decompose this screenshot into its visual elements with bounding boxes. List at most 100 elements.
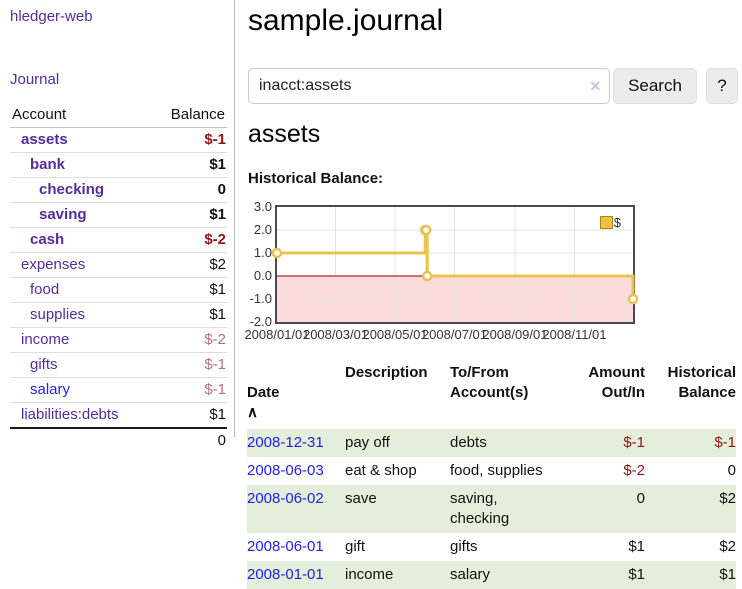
account-balance: $1	[209, 281, 226, 298]
transaction-balance: 0	[727, 462, 736, 479]
search-input[interactable]	[248, 68, 610, 104]
account-row: checking 0	[10, 178, 227, 203]
legend-label: $	[613, 215, 621, 230]
register-row: 2008-06-02 save saving, checking 0 $2	[247, 485, 736, 533]
register-row: 2008-12-31 pay off debts $-1 $-1	[247, 429, 736, 457]
accounts-rows: assets $-1 bank $1 checking 0 saving $1 cash $-2 e…	[10, 128, 227, 427]
y-axis-tick-label: -1.0	[249, 291, 272, 306]
transaction-accounts: salary	[450, 566, 491, 583]
legend-swatch-icon	[599, 216, 613, 229]
account-row: saving $1	[10, 203, 227, 228]
account-balance: $-1	[204, 381, 226, 398]
register-row: 2008-06-01 gift gifts $1 $2	[247, 533, 736, 561]
clear-search-icon[interactable]: ×	[590, 76, 601, 96]
register-row: 2008-01-01 income salary $1 $1	[247, 561, 736, 589]
account-link[interactable]: assets	[21, 131, 68, 148]
transaction-amount: 0	[636, 490, 645, 507]
account-balance: $-2	[204, 231, 226, 248]
search-button[interactable]: Search	[613, 68, 697, 104]
transaction-amount: $-1	[623, 434, 645, 451]
x-axis-tick-label: 2008/11/01	[542, 327, 607, 342]
account-balance: $1	[209, 406, 226, 423]
historical-balance-chart: $ 3.0 2.0 1.0 0.0 -1.0 -2.0 2008/01/01 2008/03/…	[240, 199, 680, 347]
account-link[interactable]: food	[30, 281, 60, 298]
transaction-balance: $-1	[714, 434, 736, 451]
transaction-date-link[interactable]: 2008-01-01	[247, 566, 324, 583]
chart-canvas	[271, 207, 639, 322]
date-header-label: Date	[247, 384, 280, 401]
balance-column-header: Balance	[170, 106, 225, 123]
transaction-date-link[interactable]: 2008-06-01	[247, 538, 324, 555]
date-column-header[interactable]: Date ∧	[247, 361, 345, 429]
x-axis-tick-label: 2008/07/01	[421, 327, 488, 342]
transaction-description: eat & shop	[345, 462, 417, 479]
page-title: sample.journal	[248, 4, 444, 37]
account-row: supplies $1	[10, 303, 227, 328]
account-page-title: assets	[248, 120, 321, 148]
x-axis-tick-label: 2008/05/01	[362, 327, 428, 342]
sidebar-item-journal[interactable]: Journal	[10, 71, 60, 88]
sidebar-divider	[234, 0, 235, 437]
y-axis-tick-label: 2.0	[253, 222, 272, 237]
chart-legend: $	[599, 215, 621, 230]
account-link[interactable]: cash	[30, 231, 65, 248]
account-link[interactable]: liabilities:debts	[21, 406, 119, 423]
transaction-amount: $1	[628, 566, 645, 583]
help-button[interactable]: ?	[706, 68, 738, 104]
chart-plot-area: $	[271, 205, 639, 324]
transaction-accounts: saving, checking	[450, 490, 510, 527]
transaction-accounts: debts	[450, 434, 487, 451]
app-title-link[interactable]: hledger-web	[10, 8, 93, 25]
register-header-row: Date ∧ Description To/From Account(s) Am…	[247, 361, 736, 429]
account-row: liabilities:debts $1	[10, 403, 227, 427]
y-axis-tick-label: 0.0	[253, 268, 272, 283]
accounts-table: Account Balance assets $-1 bank $1 checking 0…	[10, 105, 227, 453]
transaction-date-link[interactable]: 2008-06-03	[247, 462, 324, 479]
account-balance: $-1	[204, 356, 226, 373]
account-balance: $-2	[204, 331, 226, 348]
transaction-balance: $1	[719, 566, 736, 583]
account-link[interactable]: bank	[30, 156, 66, 173]
register-rows: 2008-12-31 pay off debts $-1 $-1 2008-06-03 ea…	[247, 429, 736, 589]
account-row: income $-2	[10, 328, 227, 353]
transaction-description: income	[345, 566, 394, 583]
transaction-date-link[interactable]: 2008-06-02	[247, 490, 324, 507]
y-axis-tick-label: -2.0	[249, 314, 272, 329]
account-link[interactable]: income	[21, 331, 70, 348]
account-row: salary $-1	[10, 378, 227, 403]
account-balance: $1	[209, 156, 226, 173]
description-column-header: Description	[345, 364, 428, 381]
account-balance: $2	[209, 256, 226, 273]
y-axis-tick-label: 1.0	[253, 245, 272, 260]
account-row: bank $1	[10, 153, 227, 178]
transaction-amount: $1	[628, 538, 645, 555]
y-axis-tick-label: 3.0	[253, 199, 272, 214]
transaction-date-link[interactable]: 2008-12-31	[247, 434, 324, 451]
chart-title: Historical Balance:	[248, 170, 384, 187]
account-row: assets $-1	[10, 128, 227, 153]
account-link[interactable]: checking	[39, 181, 105, 198]
x-axis-tick-label: 2008/01/01	[244, 327, 310, 342]
accounts-total-value: 0	[217, 432, 226, 449]
register-row: 2008-06-03 eat & shop food, supplies $-2 0	[247, 457, 736, 485]
account-link[interactable]: supplies	[30, 306, 86, 323]
accounts-table-header: Account Balance	[10, 105, 227, 128]
account-link[interactable]: expenses	[21, 256, 86, 273]
account-balance: 0	[217, 181, 226, 198]
account-row: food $1	[10, 278, 227, 303]
transaction-description: gift	[345, 538, 366, 555]
account-link[interactable]: salary	[30, 381, 71, 398]
transaction-balance: $2	[719, 490, 736, 507]
transaction-amount: $-2	[623, 462, 645, 479]
accounts-total-row: 0	[10, 427, 227, 453]
balance-column-header: Historical Balance	[667, 364, 736, 401]
account-link[interactable]: gifts	[30, 356, 58, 373]
account-link[interactable]: saving	[39, 206, 87, 223]
account-row: gifts $-1	[10, 353, 227, 378]
account-balance: $-1	[204, 131, 226, 148]
transaction-description: save	[345, 490, 377, 507]
sort-ascending-icon: ∧	[247, 404, 258, 421]
account-balance: $1	[209, 306, 226, 323]
transaction-description: pay off	[345, 434, 390, 451]
account-row: cash $-2	[10, 228, 227, 253]
